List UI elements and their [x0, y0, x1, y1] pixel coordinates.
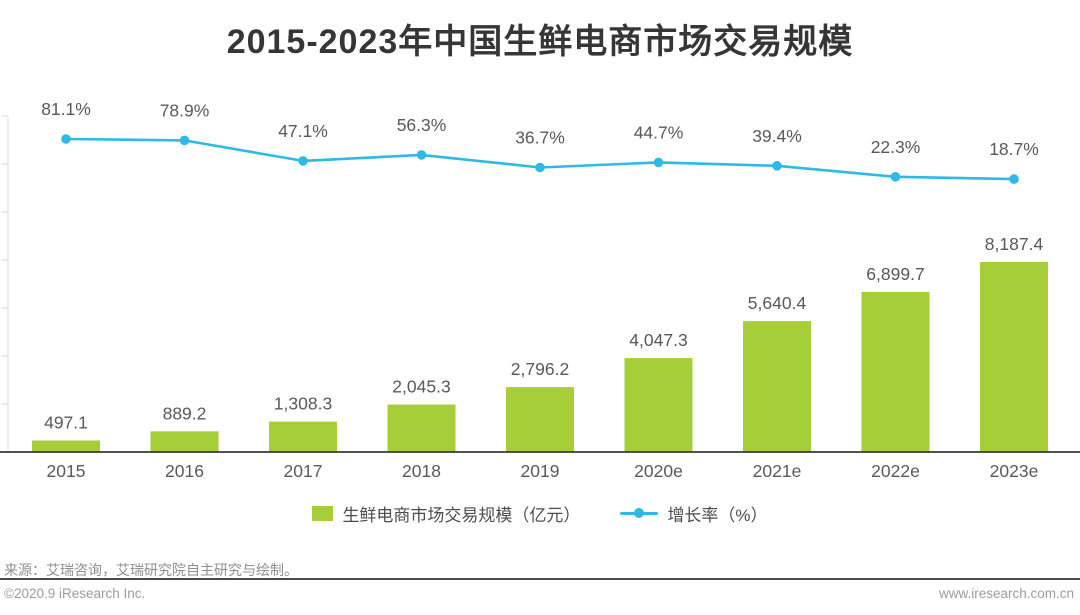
bar-2015 — [32, 440, 100, 452]
growth-value-label: 47.1% — [278, 121, 328, 141]
chart-legend: 生鲜电商市场交易规模（亿元） 增长率（%） — [0, 499, 1080, 527]
legend-label-growth-rate: 增长率（%） — [667, 505, 768, 525]
growth-value-label: 18.7% — [989, 139, 1039, 159]
bar-2021e — [743, 321, 811, 452]
bar-swatch-icon — [312, 505, 334, 521]
line-point-2017 — [298, 156, 308, 166]
bar-2017 — [269, 421, 337, 452]
bar-value-label: 6,899.7 — [866, 264, 924, 284]
legend-item-market-size: 生鲜电商市场交易规模（亿元） — [312, 501, 580, 526]
website-link[interactable]: www.iresearch.com.cn — [938, 586, 1074, 601]
bar-value-label: 2,045.3 — [392, 377, 450, 397]
growth-value-label: 78.9% — [160, 100, 210, 120]
growth-value-label: 81.1% — [41, 99, 91, 119]
footer-divider — [0, 578, 1080, 580]
bar-2018 — [387, 404, 456, 452]
bar-value-label: 497.1 — [44, 412, 88, 432]
bar-value-label: 8,187.4 — [985, 234, 1044, 254]
bar-2023e — [980, 262, 1048, 452]
x-axis-label-2015: 2015 — [47, 461, 86, 481]
line-point-2019 — [535, 162, 545, 173]
line-point-2021e — [772, 161, 782, 171]
x-axis-label-2016: 2016 — [165, 461, 204, 481]
growth-value-label: 39.4% — [752, 126, 802, 146]
growth-value-label: 44.7% — [634, 122, 684, 142]
chart-canvas: 497.1 889.2 1,308.3 2,045.3 2,796.2 4,047.3 5,… — [0, 99, 1080, 481]
x-axis-label-2018: 2018 — [402, 461, 441, 481]
growth-value-label: 22.3% — [871, 137, 921, 157]
x-axis-label-2020e: 2020e — [634, 461, 683, 481]
line-point-2020e — [653, 157, 664, 168]
copyright-text: ©2020.9 iResearch Inc. — [4, 586, 146, 601]
x-axis-label-2023e: 2023e — [990, 461, 1039, 481]
bar-2016 — [150, 431, 219, 452]
line-marker-icon — [620, 505, 659, 521]
bar-value-label: 889.2 — [163, 403, 207, 423]
x-axis-label-2017: 2017 — [284, 461, 323, 481]
growth-value-label: 56.3% — [397, 115, 447, 135]
line-point-2018 — [416, 150, 427, 160]
bar-2019 — [506, 387, 574, 452]
legend-label-market-size: 生鲜电商市场交易规模（亿元） — [342, 505, 581, 525]
line-point-2023e — [1009, 174, 1019, 184]
x-axis-label-2021e: 2021e — [753, 461, 802, 481]
chart-title: 2015-2023年中国生鲜电商市场交易规模 — [226, 23, 854, 61]
bar-2020e — [624, 358, 693, 452]
bar-value-label: 5,640.4 — [748, 293, 807, 313]
line-point-2022e — [890, 172, 901, 182]
bar-value-label: 2,796.2 — [511, 359, 569, 379]
growth-value-label: 36.7% — [515, 128, 565, 148]
bar-2022e — [861, 291, 930, 452]
source-note: 来源：艾瑞咨询，艾瑞研究院自主研究与绘制。 — [4, 562, 298, 578]
legend-item-growth-rate: 增长率（%） — [620, 501, 768, 526]
bar-value-label: 4,047.3 — [629, 330, 687, 350]
line-point-2015 — [61, 134, 71, 144]
x-axis-label-2019: 2019 — [521, 461, 560, 481]
bar-value-label: 1,308.3 — [274, 394, 332, 414]
line-point-2016 — [179, 135, 190, 146]
x-axis-label-2022e: 2022e — [871, 461, 920, 481]
